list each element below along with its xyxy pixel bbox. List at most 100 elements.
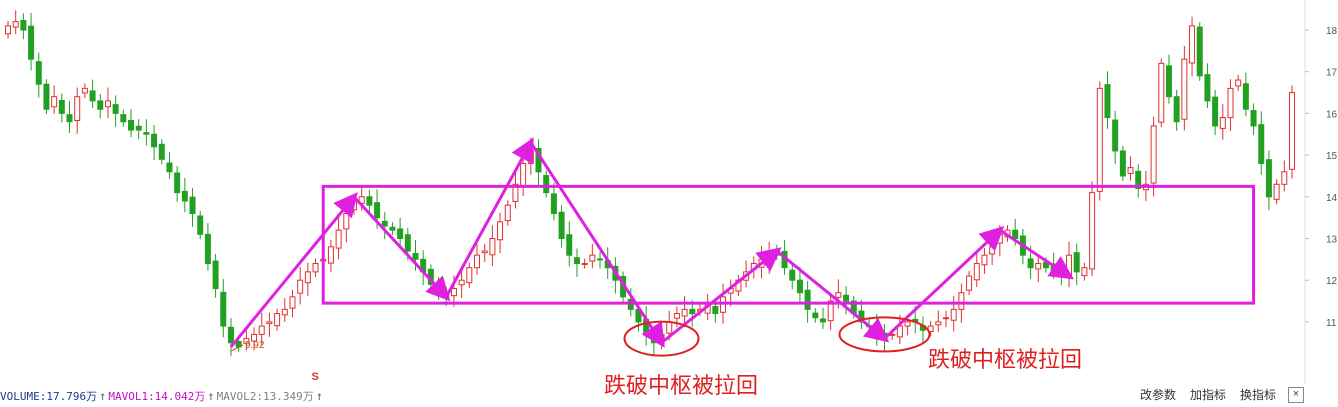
- candle-body: [673, 313, 680, 319]
- candle-body: [174, 172, 181, 194]
- candle-body: [1165, 65, 1172, 98]
- candle-body: [381, 220, 388, 227]
- candle-body: [412, 253, 419, 260]
- candle-body: [335, 229, 342, 249]
- candle-body: [1281, 171, 1288, 185]
- candle-body: [1189, 25, 1196, 64]
- candle-body: [1250, 109, 1257, 127]
- candle-body: [796, 279, 803, 294]
- candle-body: [89, 90, 96, 102]
- candle-body: [1119, 150, 1126, 177]
- candle-body: [197, 215, 204, 235]
- candle-body: [258, 325, 265, 335]
- candle-body: [374, 202, 381, 219]
- breakdown-ellipse: [623, 320, 700, 357]
- up-arrow-icon: ↑: [315, 388, 323, 403]
- candle-body: [281, 308, 288, 316]
- annotation-1: 跌破中枢被拉回: [604, 373, 759, 398]
- candle-body: [989, 246, 996, 255]
- candle-body: [1027, 258, 1034, 269]
- candle-body: [212, 260, 219, 290]
- candle-body: [935, 321, 942, 326]
- candle-body: [327, 246, 334, 264]
- candle-body: [681, 308, 688, 317]
- candle-body: [943, 317, 950, 320]
- candle-body: [981, 254, 988, 266]
- candle-body: [1219, 117, 1226, 129]
- candle-body: [573, 257, 580, 265]
- candle-body: [1227, 87, 1234, 119]
- y-tick-label: 14: [1326, 193, 1338, 204]
- candle-body: [143, 132, 150, 135]
- candle-body: [597, 258, 604, 261]
- candle-body: [1289, 92, 1295, 170]
- candle-body: [189, 196, 196, 214]
- candle-body: [1127, 167, 1134, 174]
- candle-body: [450, 288, 457, 297]
- signal-s-marker: S: [312, 371, 319, 383]
- candle-body: [128, 119, 135, 131]
- candle-body: [1242, 83, 1249, 110]
- candle-body: [497, 221, 504, 241]
- candle-body: [112, 104, 119, 114]
- up-arrow-icon: ↑: [99, 388, 107, 403]
- candle-body: [266, 321, 273, 325]
- candle-body: [1212, 96, 1219, 127]
- candle-body: [1150, 125, 1157, 184]
- y-tick-label: 17: [1326, 68, 1338, 79]
- candle-body: [151, 133, 158, 148]
- candle-body: [1081, 267, 1088, 277]
- candle-body: [1012, 229, 1019, 240]
- candle-body: [5, 25, 11, 35]
- candle-body: [81, 87, 88, 94]
- trend-arrow: [883, 226, 1005, 340]
- modify-params-button[interactable]: 改参数: [1139, 388, 1176, 402]
- y-tick-label: 15: [1326, 151, 1338, 162]
- candle-body: [12, 21, 19, 28]
- candle-body: [566, 234, 573, 256]
- candlestick-chart: 18 17 16 15 14 13 12 11 9.92 S: [5, 0, 1338, 384]
- candle-body: [1235, 79, 1242, 87]
- candle-body: [43, 83, 50, 110]
- candle-body: [589, 254, 596, 262]
- candle-body: [712, 305, 719, 315]
- mavol1-value: MAVOL1:14.042万: [108, 389, 206, 403]
- candle-body: [1135, 170, 1142, 189]
- candle-body: [481, 250, 488, 254]
- candle-body: [489, 238, 496, 256]
- candle-body: [51, 96, 58, 108]
- trend-thin-line: [999, 229, 1070, 277]
- trend-arrow: [229, 192, 358, 348]
- close-icon[interactable]: ×: [1288, 387, 1304, 403]
- candle-body: [289, 296, 296, 309]
- candle-body: [1035, 263, 1042, 270]
- candle-body: [227, 326, 234, 344]
- candle-body: [297, 279, 304, 294]
- candle-body: [158, 143, 165, 160]
- candle-body: [35, 61, 42, 85]
- candle-body: [819, 318, 826, 323]
- annotation-2: 跌破中枢被拉回: [928, 347, 1083, 372]
- add-indicator-button[interactable]: 加指标: [1189, 388, 1226, 402]
- trend-arrow: [444, 137, 534, 298]
- candle-body: [812, 312, 819, 319]
- candle-body: [466, 267, 473, 284]
- candle-body: [1096, 87, 1103, 192]
- low-price-label: 9.92: [245, 340, 265, 351]
- low-label-pointer: [230, 344, 244, 352]
- candle-body: [251, 333, 258, 342]
- switch-indicator-button[interactable]: 换指标: [1239, 388, 1276, 402]
- trend-thin-line: [353, 196, 447, 298]
- candle-body: [274, 313, 281, 327]
- candle-body: [243, 338, 250, 344]
- candle-body: [1265, 159, 1272, 198]
- candle-body: [1258, 124, 1265, 164]
- candle-body: [1173, 96, 1180, 123]
- y-tick-label: 11: [1326, 318, 1337, 329]
- candle-body: [666, 321, 673, 334]
- candle-body: [135, 125, 142, 131]
- y-tick-label: 16: [1326, 109, 1338, 120]
- trend-thin-line: [776, 250, 885, 339]
- candle-body: [166, 162, 173, 173]
- trend-arrow: [660, 247, 782, 344]
